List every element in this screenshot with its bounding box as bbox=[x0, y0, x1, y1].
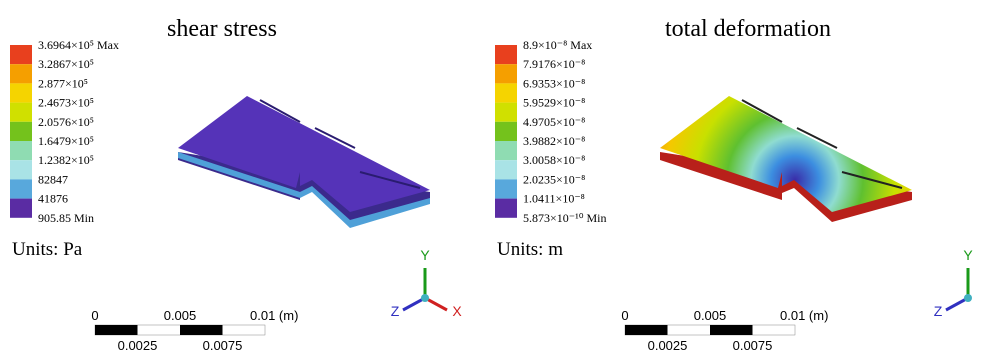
legend-label: 3.9882×10⁻⁸ bbox=[523, 134, 585, 148]
scale-label: 0.01 (m) bbox=[780, 308, 828, 323]
legend-swatch bbox=[495, 179, 517, 198]
scale-seg bbox=[710, 325, 753, 335]
legend-swatch bbox=[10, 141, 32, 160]
scale-seg bbox=[180, 325, 223, 335]
legend-label: 1.6479×10⁵ bbox=[38, 134, 94, 148]
legend-swatch bbox=[10, 103, 32, 122]
legend-swatch bbox=[495, 160, 517, 179]
legend-swatch bbox=[10, 64, 32, 83]
screenshot: shear stress 3.6964×10⁵ Max 3.2867×10⁵ 2.87… bbox=[0, 0, 1002, 354]
scale-label: 0.005 bbox=[694, 308, 727, 323]
model-deformation bbox=[660, 96, 912, 222]
model-shear bbox=[178, 96, 430, 228]
panel: total deformation 8.9×10⁻⁸ Max 7.9176×10⁻⁸… bbox=[495, 16, 973, 353]
legend-label: 1.0411×10⁻⁸ bbox=[523, 192, 585, 206]
legend-swatch bbox=[495, 199, 517, 218]
axis-label: Y bbox=[420, 247, 430, 263]
scale-label: 0.0025 bbox=[648, 338, 688, 353]
units: Units: m bbox=[497, 239, 563, 260]
legend-swatch bbox=[10, 83, 32, 102]
axis-origin bbox=[964, 294, 972, 302]
axis-label: X bbox=[452, 303, 462, 319]
legend-label: 3.2867×10⁵ bbox=[38, 57, 94, 71]
legend-label: 4.9705×10⁻⁸ bbox=[523, 115, 585, 129]
legend-label: 7.9176×10⁻⁸ bbox=[523, 57, 585, 71]
legend-label: 1.2382×10⁵ bbox=[38, 153, 94, 167]
legend-label: 905.85 Min bbox=[38, 211, 94, 225]
legend-label: 2.4673×10⁵ bbox=[38, 96, 94, 110]
panel-title: total deformation bbox=[665, 16, 831, 42]
scale-label: 0.0075 bbox=[203, 338, 243, 353]
legend-label: 5.873×10⁻¹⁰ Min bbox=[523, 211, 607, 225]
legend-label: 82847 bbox=[38, 172, 68, 186]
legend-swatch bbox=[495, 83, 517, 102]
scale-label: 0.0075 bbox=[733, 338, 773, 353]
scale-label: 0 bbox=[621, 308, 628, 323]
legend-label: 5.9529×10⁻⁸ bbox=[523, 96, 585, 110]
legend-swatch bbox=[495, 122, 517, 141]
scale-label: 0.0025 bbox=[118, 338, 158, 353]
legend-label: 2.0576×10⁵ bbox=[38, 115, 94, 129]
legend-swatch bbox=[10, 45, 32, 64]
axis-label: Z bbox=[934, 303, 943, 319]
axis-origin bbox=[421, 294, 429, 302]
scale-seg bbox=[95, 325, 138, 335]
units: Units: Pa bbox=[12, 239, 83, 260]
legend-label: 2.0235×10⁻⁸ bbox=[523, 172, 585, 186]
legend-swatch bbox=[10, 160, 32, 179]
axis-label: Z bbox=[391, 303, 400, 319]
scale-label: 0 bbox=[91, 308, 98, 323]
legend-swatch bbox=[10, 179, 32, 198]
legend-label: 3.0058×10⁻⁸ bbox=[523, 153, 585, 167]
legend-label: 3.6964×10⁵ Max bbox=[38, 38, 119, 52]
legend-swatch bbox=[10, 199, 32, 218]
legend-swatch bbox=[10, 122, 32, 141]
scale-seg bbox=[625, 325, 668, 335]
legend-swatch bbox=[495, 141, 517, 160]
scale-label: 0.005 bbox=[164, 308, 197, 323]
legend-swatch bbox=[495, 45, 517, 64]
scale-label: 0.01 (m) bbox=[250, 308, 298, 323]
axis-label: Y bbox=[963, 247, 973, 263]
legend-label: 8.9×10⁻⁸ Max bbox=[523, 38, 592, 52]
legend-label: 6.9353×10⁻⁸ bbox=[523, 76, 585, 90]
legend-label: 2.877×10⁵ bbox=[38, 76, 88, 90]
legend-label: 41876 bbox=[38, 192, 68, 206]
legend-swatch bbox=[495, 103, 517, 122]
panel-title: shear stress bbox=[167, 16, 277, 42]
legend-swatch bbox=[495, 64, 517, 83]
